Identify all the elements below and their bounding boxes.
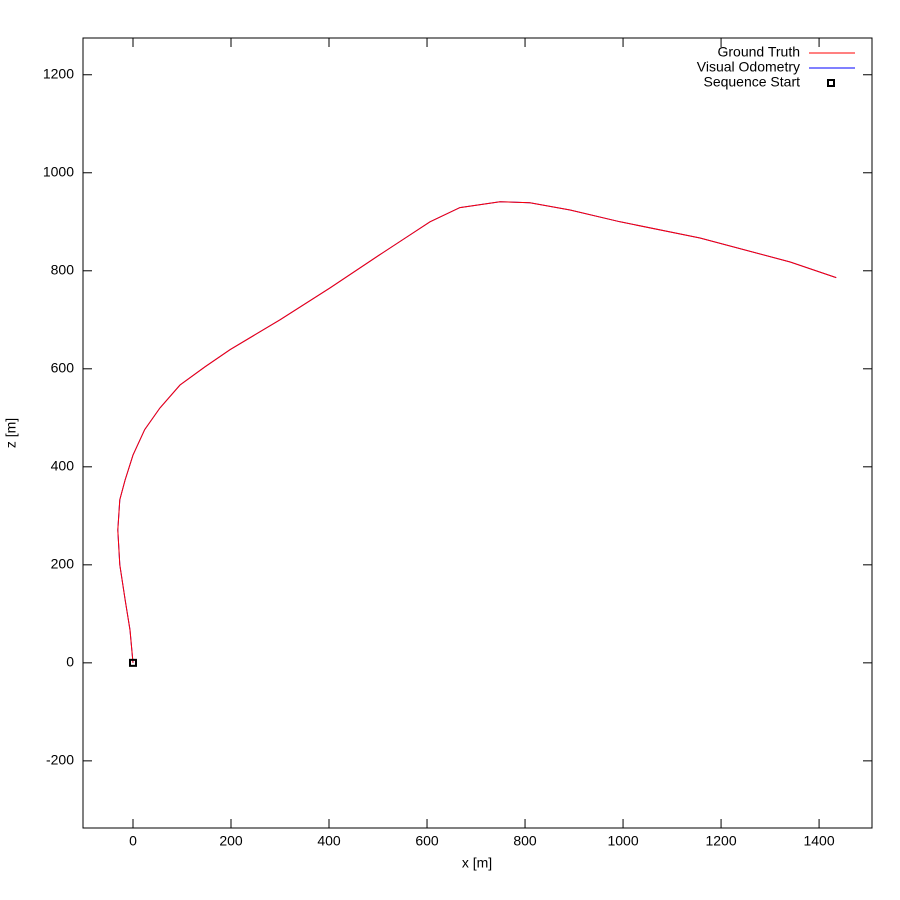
plot-frame bbox=[82, 37, 873, 829]
x-tick-label: 1400 bbox=[803, 833, 834, 849]
x-tick-label: 1200 bbox=[705, 833, 736, 849]
y-tick-label: 1000 bbox=[43, 163, 74, 179]
legend-label: Sequence Start bbox=[703, 74, 800, 90]
y-tick-label: 800 bbox=[51, 261, 75, 277]
x-tick-label: 600 bbox=[415, 833, 439, 849]
y-tick-label: 1200 bbox=[43, 65, 74, 81]
x-tick-label: 1000 bbox=[607, 833, 638, 849]
series-line bbox=[117, 201, 837, 663]
x-tick-label: 400 bbox=[317, 833, 341, 849]
y-tick-label: 200 bbox=[51, 556, 75, 572]
y-tick-label: 400 bbox=[51, 458, 75, 474]
legend-marker bbox=[827, 79, 835, 87]
y-axis-label: z [m] bbox=[3, 418, 19, 448]
x-tick-label: 800 bbox=[513, 833, 537, 849]
y-tick-label: 0 bbox=[66, 654, 74, 670]
series-line bbox=[117, 201, 837, 663]
x-tick-label: 200 bbox=[219, 833, 243, 849]
y-tick-label: -200 bbox=[46, 752, 74, 768]
y-tick-label: 600 bbox=[51, 360, 75, 376]
start-marker bbox=[128, 658, 137, 667]
legend-label: Visual Odometry bbox=[697, 59, 800, 75]
x-tick-label: 0 bbox=[129, 833, 137, 849]
legend-label: Ground Truth bbox=[718, 44, 801, 60]
x-axis-label: x [m] bbox=[462, 855, 492, 871]
